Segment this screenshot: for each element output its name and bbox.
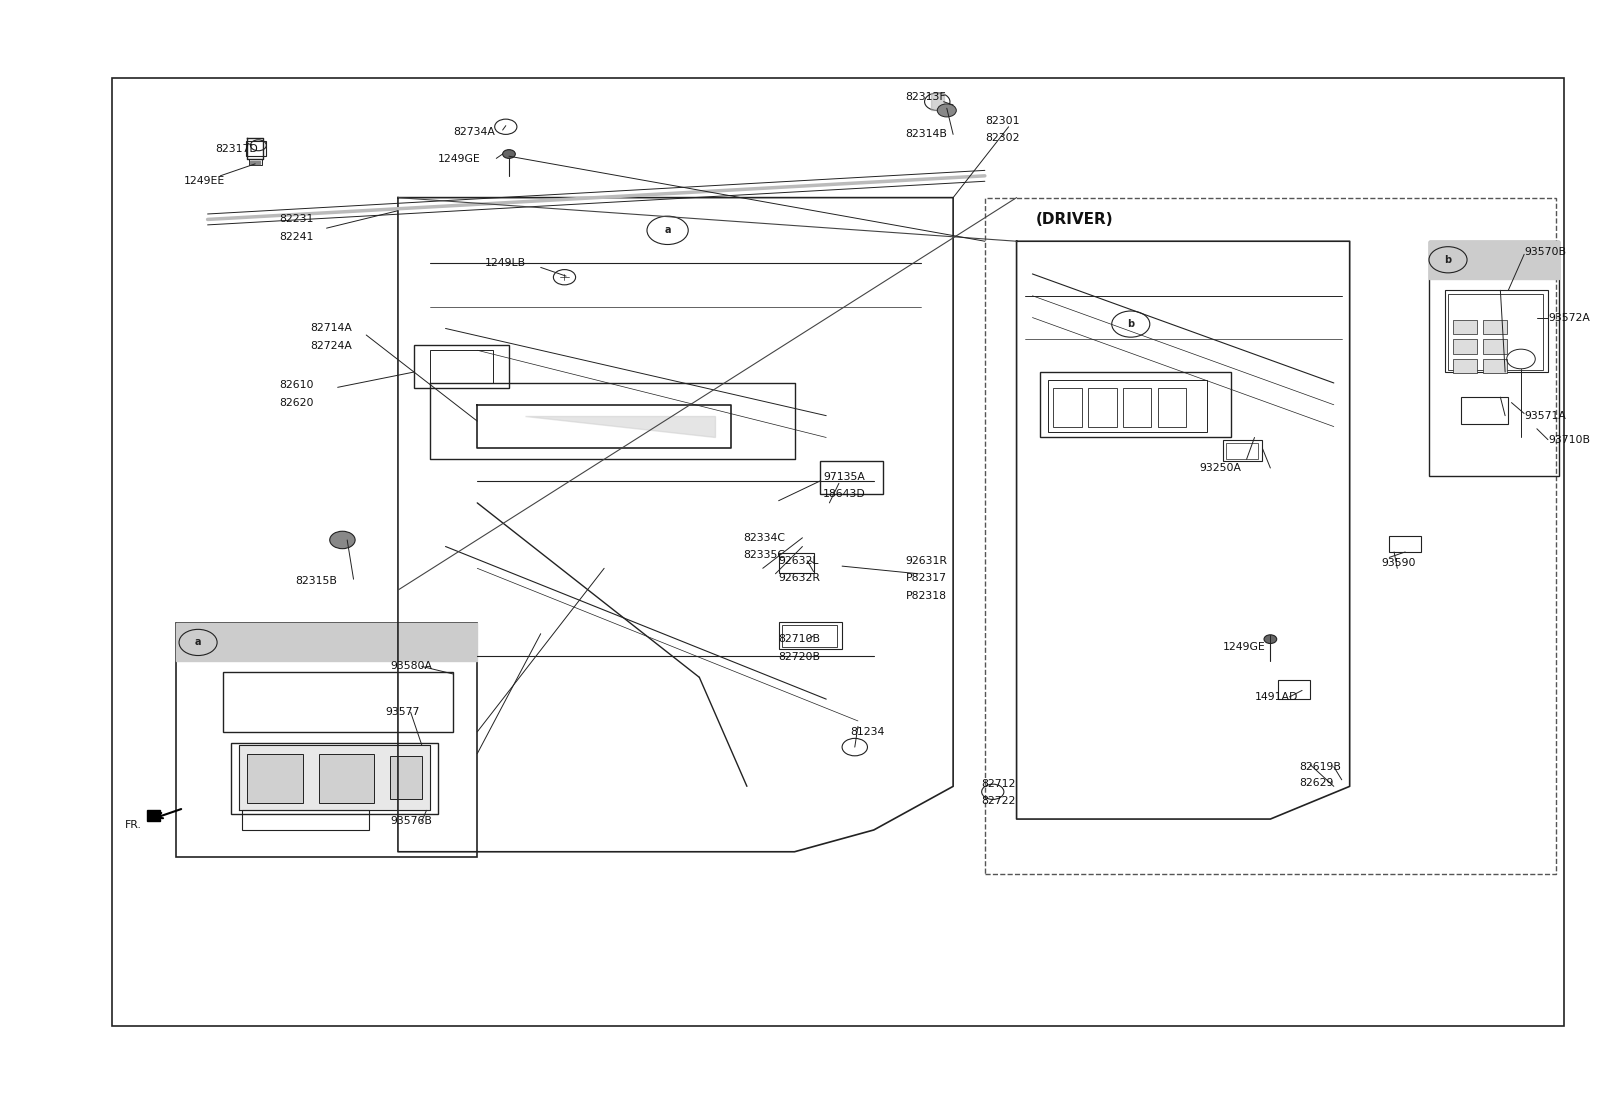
Circle shape [330, 531, 355, 549]
Text: 82734A: 82734A [453, 127, 496, 138]
Circle shape [1264, 635, 1277, 644]
Text: 82720B: 82720B [779, 651, 821, 661]
Polygon shape [147, 810, 160, 821]
Text: 93576B: 93576B [390, 816, 432, 826]
Bar [986, 198, 1555, 873]
Text: 82301: 82301 [986, 116, 1019, 127]
Bar [1053, 388, 1082, 426]
Text: a: a [664, 225, 670, 235]
Bar [1461, 397, 1509, 424]
Bar [390, 756, 422, 799]
Text: P82318: P82318 [906, 590, 947, 600]
Text: 1491AD: 1491AD [1254, 692, 1298, 702]
Bar [1483, 320, 1507, 333]
Text: 82334C: 82334C [744, 532, 786, 543]
Text: 93572A: 93572A [1547, 313, 1590, 322]
Text: 82714A: 82714A [310, 324, 352, 333]
Text: 82335C: 82335C [744, 550, 786, 561]
Bar [1483, 359, 1507, 373]
Bar [176, 623, 477, 857]
Text: 82712: 82712 [982, 779, 1016, 789]
Text: 82314B: 82314B [906, 129, 947, 140]
Polygon shape [1429, 242, 1558, 280]
Text: 93571A: 93571A [1525, 411, 1566, 421]
Bar [1445, 291, 1547, 372]
Polygon shape [525, 415, 715, 437]
Polygon shape [176, 623, 477, 661]
Text: 82241: 82241 [278, 232, 314, 242]
Bar [1483, 339, 1507, 353]
Bar [112, 78, 1563, 1026]
Text: 1249GE: 1249GE [1222, 642, 1266, 651]
Bar [414, 344, 509, 388]
Bar [779, 553, 813, 573]
Bar [248, 754, 302, 802]
Text: 1249GE: 1249GE [438, 154, 480, 164]
Text: 93577: 93577 [386, 707, 419, 717]
Bar [232, 743, 438, 813]
Text: 92632L: 92632L [779, 555, 819, 566]
Text: P82317: P82317 [906, 573, 947, 584]
Text: 82722: 82722 [982, 796, 1016, 806]
Bar [1040, 372, 1230, 437]
Text: 93590: 93590 [1381, 557, 1416, 568]
Text: b: b [1445, 255, 1451, 265]
Bar [224, 672, 453, 732]
Bar [1222, 439, 1262, 461]
Bar [779, 622, 842, 649]
Text: FR.: FR. [125, 820, 142, 830]
Text: 82302: 82302 [986, 132, 1019, 143]
Bar [1453, 359, 1477, 373]
Text: 82315B: 82315B [294, 576, 336, 586]
Text: 82724A: 82724A [310, 341, 352, 351]
Circle shape [938, 104, 957, 117]
Text: 93250A: 93250A [1198, 463, 1242, 473]
Text: 92632R: 92632R [779, 573, 821, 584]
Text: b: b [1128, 319, 1134, 329]
Text: 97135A: 97135A [822, 472, 866, 482]
Text: a: a [195, 637, 202, 647]
Bar [243, 810, 370, 830]
Text: 82313F: 82313F [906, 92, 946, 103]
Text: 82619B: 82619B [1299, 762, 1341, 772]
Text: 82231: 82231 [278, 214, 314, 224]
Bar [1389, 536, 1421, 552]
Bar [318, 754, 374, 802]
Bar [1158, 388, 1186, 426]
Bar [782, 625, 837, 647]
Bar [1448, 294, 1542, 369]
Bar [1088, 388, 1117, 426]
Bar [1453, 320, 1477, 333]
Bar [1278, 680, 1310, 700]
Bar [819, 461, 883, 494]
Text: 82620: 82620 [278, 398, 314, 408]
Text: 93580A: 93580A [390, 661, 432, 671]
Text: 92631R: 92631R [906, 555, 947, 566]
Text: 82317D: 82317D [216, 143, 258, 154]
Bar [430, 350, 493, 383]
Text: 82710B: 82710B [779, 634, 821, 644]
Polygon shape [251, 161, 259, 164]
Text: 1249LB: 1249LB [485, 258, 526, 268]
Text: 93710B: 93710B [1547, 435, 1590, 445]
Text: 82629: 82629 [1299, 778, 1333, 788]
Text: 82610: 82610 [278, 380, 314, 390]
Bar [246, 141, 266, 156]
Text: 1249EE: 1249EE [184, 176, 226, 186]
Text: 18643D: 18643D [822, 490, 866, 500]
Text: (DRIVER): (DRIVER) [1035, 212, 1114, 227]
Circle shape [502, 150, 515, 158]
Text: 81234: 81234 [850, 727, 885, 737]
Bar [1226, 443, 1258, 459]
Bar [1048, 379, 1206, 432]
Bar [1453, 339, 1477, 353]
Bar [1123, 388, 1152, 426]
Text: 93570B: 93570B [1525, 247, 1566, 257]
Bar [1429, 242, 1558, 475]
Bar [250, 160, 261, 165]
Polygon shape [240, 745, 430, 810]
